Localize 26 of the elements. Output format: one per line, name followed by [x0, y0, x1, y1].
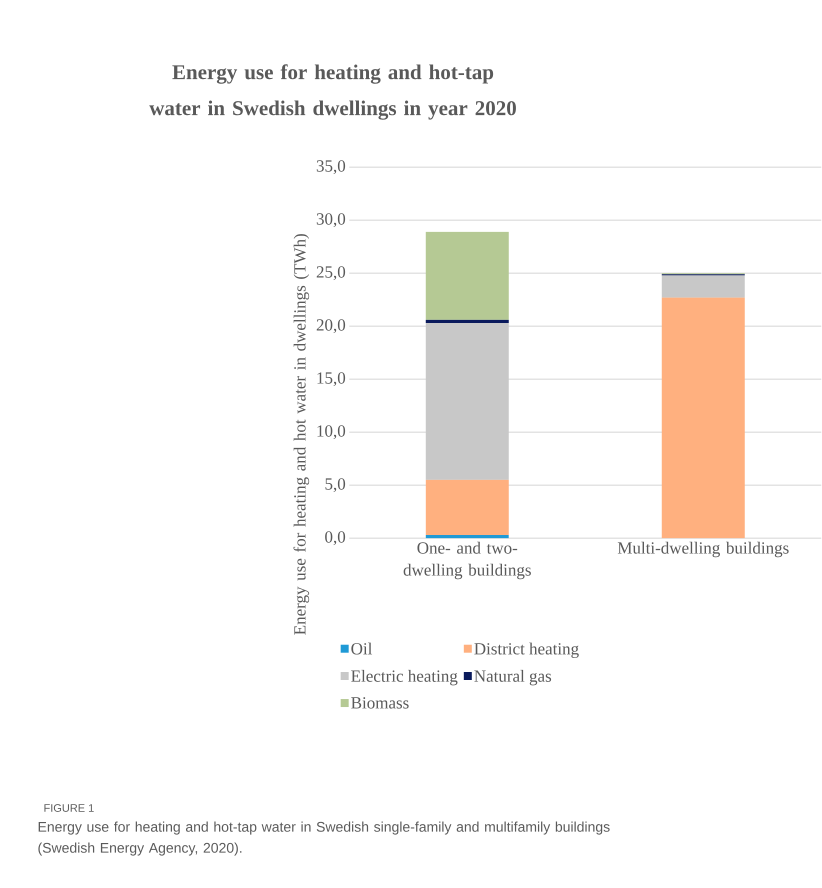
- y-tick-label: 25,0: [316, 266, 346, 280]
- y-tick-label: 10,0: [318, 425, 346, 440]
- bar: [426, 320, 509, 324]
- bar: [426, 480, 509, 536]
- legend-label: Electric heating: [351, 670, 458, 686]
- bar: [426, 323, 509, 480]
- y-axis-title: Energy use for heating and hot water in dwellings (TWh): [294, 234, 310, 635]
- y-tick-label: 5,0: [326, 478, 346, 492]
- caption: FIGURE 1: [44, 804, 94, 812]
- x-tick-label: Multi-dwelling buildings: [618, 542, 789, 558]
- x-tick-label: One- and two-dwelling buildings: [404, 542, 531, 580]
- y-tick-label: 35,0: [316, 160, 346, 174]
- y-tick-label: 20,0: [316, 319, 346, 334]
- legend-label: Natural gas: [474, 670, 552, 686]
- y-tick-label: 30,0: [316, 213, 346, 228]
- y-tick-label: 0,0: [325, 531, 346, 546]
- y-tick-label: 15,0: [318, 372, 346, 386]
- bar: [426, 535, 509, 538]
- legend-label: Oil: [351, 642, 372, 655]
- text: Energy use for heating and hot-tap water in Swedish single-family and multifamily buildings (Swedish Energy Agency, 2020).: [38, 822, 610, 856]
- bar: [662, 298, 745, 538]
- bar: [426, 232, 509, 320]
- legend-label: Biomass: [351, 697, 409, 709]
- legend-label: District heating: [474, 642, 579, 658]
- bar: [662, 275, 745, 298]
- chart-title: Energy use for heating and hot-tap water in Swedish dwellings in year 2020: [149, 64, 516, 120]
